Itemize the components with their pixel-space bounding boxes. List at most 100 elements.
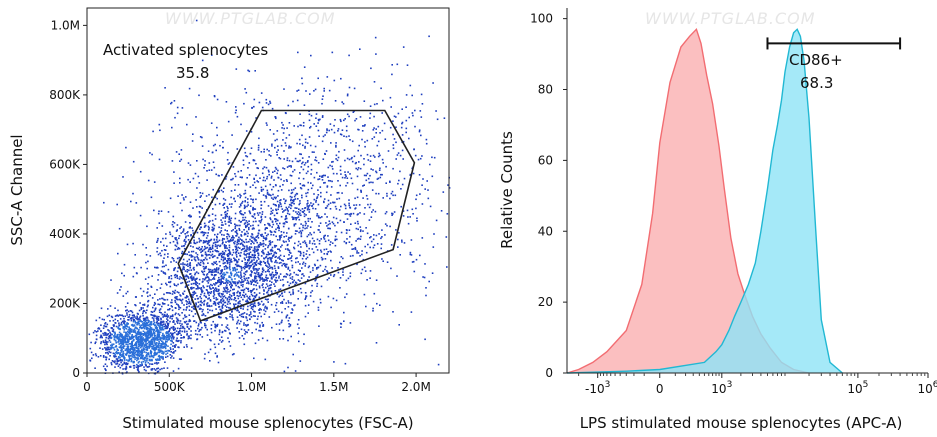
- scatter-dot: [236, 294, 239, 297]
- scatter-dot: [247, 204, 249, 206]
- scatter-dot: [174, 296, 177, 298]
- scatter-dot: [264, 298, 267, 300]
- scatter-dot: [187, 284, 190, 286]
- scatter-dot: [273, 244, 276, 247]
- scatter-dot: [108, 348, 111, 351]
- scatter-dot: [156, 241, 158, 243]
- scatter-dot: [236, 232, 238, 235]
- scatter-dot: [118, 363, 121, 366]
- scatter-dot: [126, 322, 129, 324]
- scatter-dot: [285, 240, 287, 243]
- scatter-dot: [158, 349, 161, 351]
- scatter-dot: [209, 271, 211, 273]
- scatter-dot: [127, 345, 129, 348]
- scatter-dot: [203, 292, 206, 295]
- scatter-dot: [118, 337, 120, 340]
- scatter-dot: [235, 235, 238, 237]
- scatter-dot: [318, 242, 321, 245]
- scatter-dot: [346, 213, 348, 215]
- scatter-dot: [167, 325, 169, 328]
- scatter-dot: [304, 145, 306, 148]
- scatter-dot: [228, 300, 230, 303]
- scatter-dot: [224, 257, 226, 259]
- scatter-dot: [212, 230, 214, 232]
- scatter-dot: [387, 150, 390, 152]
- scatter-dot: [214, 255, 216, 257]
- scatter-dot: [375, 132, 377, 134]
- scatter-dot: [304, 220, 307, 223]
- scatter-dot: [240, 281, 242, 283]
- scatter-dot: [226, 318, 228, 320]
- scatter-dot: [228, 221, 231, 223]
- scatter-dot: [300, 223, 302, 225]
- scatter-dot: [195, 305, 197, 307]
- scatter-dot: [119, 353, 121, 356]
- scatter-dot: [273, 311, 276, 313]
- scatter-dot: [187, 178, 189, 181]
- scatter-dot: [395, 116, 397, 118]
- scatter-dot: [172, 370, 175, 372]
- scatter-dot: [122, 347, 125, 349]
- scatter-dot: [180, 263, 182, 265]
- scatter-dot: [239, 196, 241, 199]
- scatter-dot: [243, 223, 246, 225]
- scatter-dot: [236, 265, 238, 268]
- scatter-dot: [239, 176, 242, 178]
- scatter-dot: [208, 279, 210, 282]
- scatter-dot: [241, 202, 243, 204]
- scatter-dot: [245, 256, 248, 258]
- scatter-dot: [253, 98, 256, 101]
- scatter-dot: [178, 339, 180, 342]
- scatter-dot: [405, 119, 408, 122]
- scatter-dot: [301, 162, 303, 165]
- scatter-dot: [327, 295, 330, 298]
- scatter-dot: [299, 263, 301, 265]
- scatter-dot: [132, 160, 135, 163]
- scatter-dot: [125, 365, 128, 368]
- scatter-dot: [201, 270, 203, 273]
- scatter-dot: [307, 206, 310, 208]
- scatter-dot: [386, 192, 388, 195]
- scatter-dot: [255, 328, 257, 331]
- scatter-dot: [262, 235, 265, 238]
- scatter-dot: [201, 310, 204, 313]
- scatter-dot: [181, 269, 183, 271]
- scatter-dot: [166, 318, 168, 320]
- scatter-dot: [187, 337, 190, 340]
- scatter-dot: [128, 358, 131, 360]
- scatter-dot: [217, 268, 220, 271]
- scatter-dot: [340, 120, 342, 123]
- scatter-dot: [200, 289, 203, 291]
- scatter-dot: [130, 200, 132, 203]
- scatter-dot: [262, 280, 264, 282]
- scatter-dot: [262, 249, 264, 252]
- scatter-dot: [240, 170, 242, 172]
- scatter-dot: [236, 268, 238, 271]
- scatter-dot: [158, 123, 161, 126]
- scatter-dot: [391, 73, 393, 76]
- scatter-dot: [170, 102, 172, 105]
- scatter-dot: [214, 302, 217, 304]
- scatter-dot: [349, 139, 351, 141]
- scatter-dot: [266, 265, 268, 267]
- scatter-dot: [360, 191, 362, 193]
- scatter-dot: [176, 333, 178, 336]
- scatter-dot: [104, 341, 106, 344]
- scatter-dot: [327, 199, 330, 202]
- scatter-dot: [292, 199, 294, 202]
- scatter-dot: [188, 254, 191, 257]
- scatter-dot: [226, 287, 228, 289]
- scatter-dot: [240, 269, 243, 271]
- scatter-dot: [287, 301, 290, 304]
- scatter-dot: [328, 227, 330, 230]
- scatter-dot: [236, 115, 239, 118]
- scatter-dot: [372, 310, 374, 312]
- scatter-dot: [122, 352, 125, 355]
- scatter-dot: [209, 286, 211, 289]
- scatter-dot: [134, 356, 137, 359]
- scatter-dot: [144, 331, 146, 334]
- scatter-dot: [156, 335, 159, 338]
- scatter-dot: [102, 355, 105, 357]
- scatter-dot: [205, 324, 207, 327]
- scatter-dot: [381, 158, 384, 161]
